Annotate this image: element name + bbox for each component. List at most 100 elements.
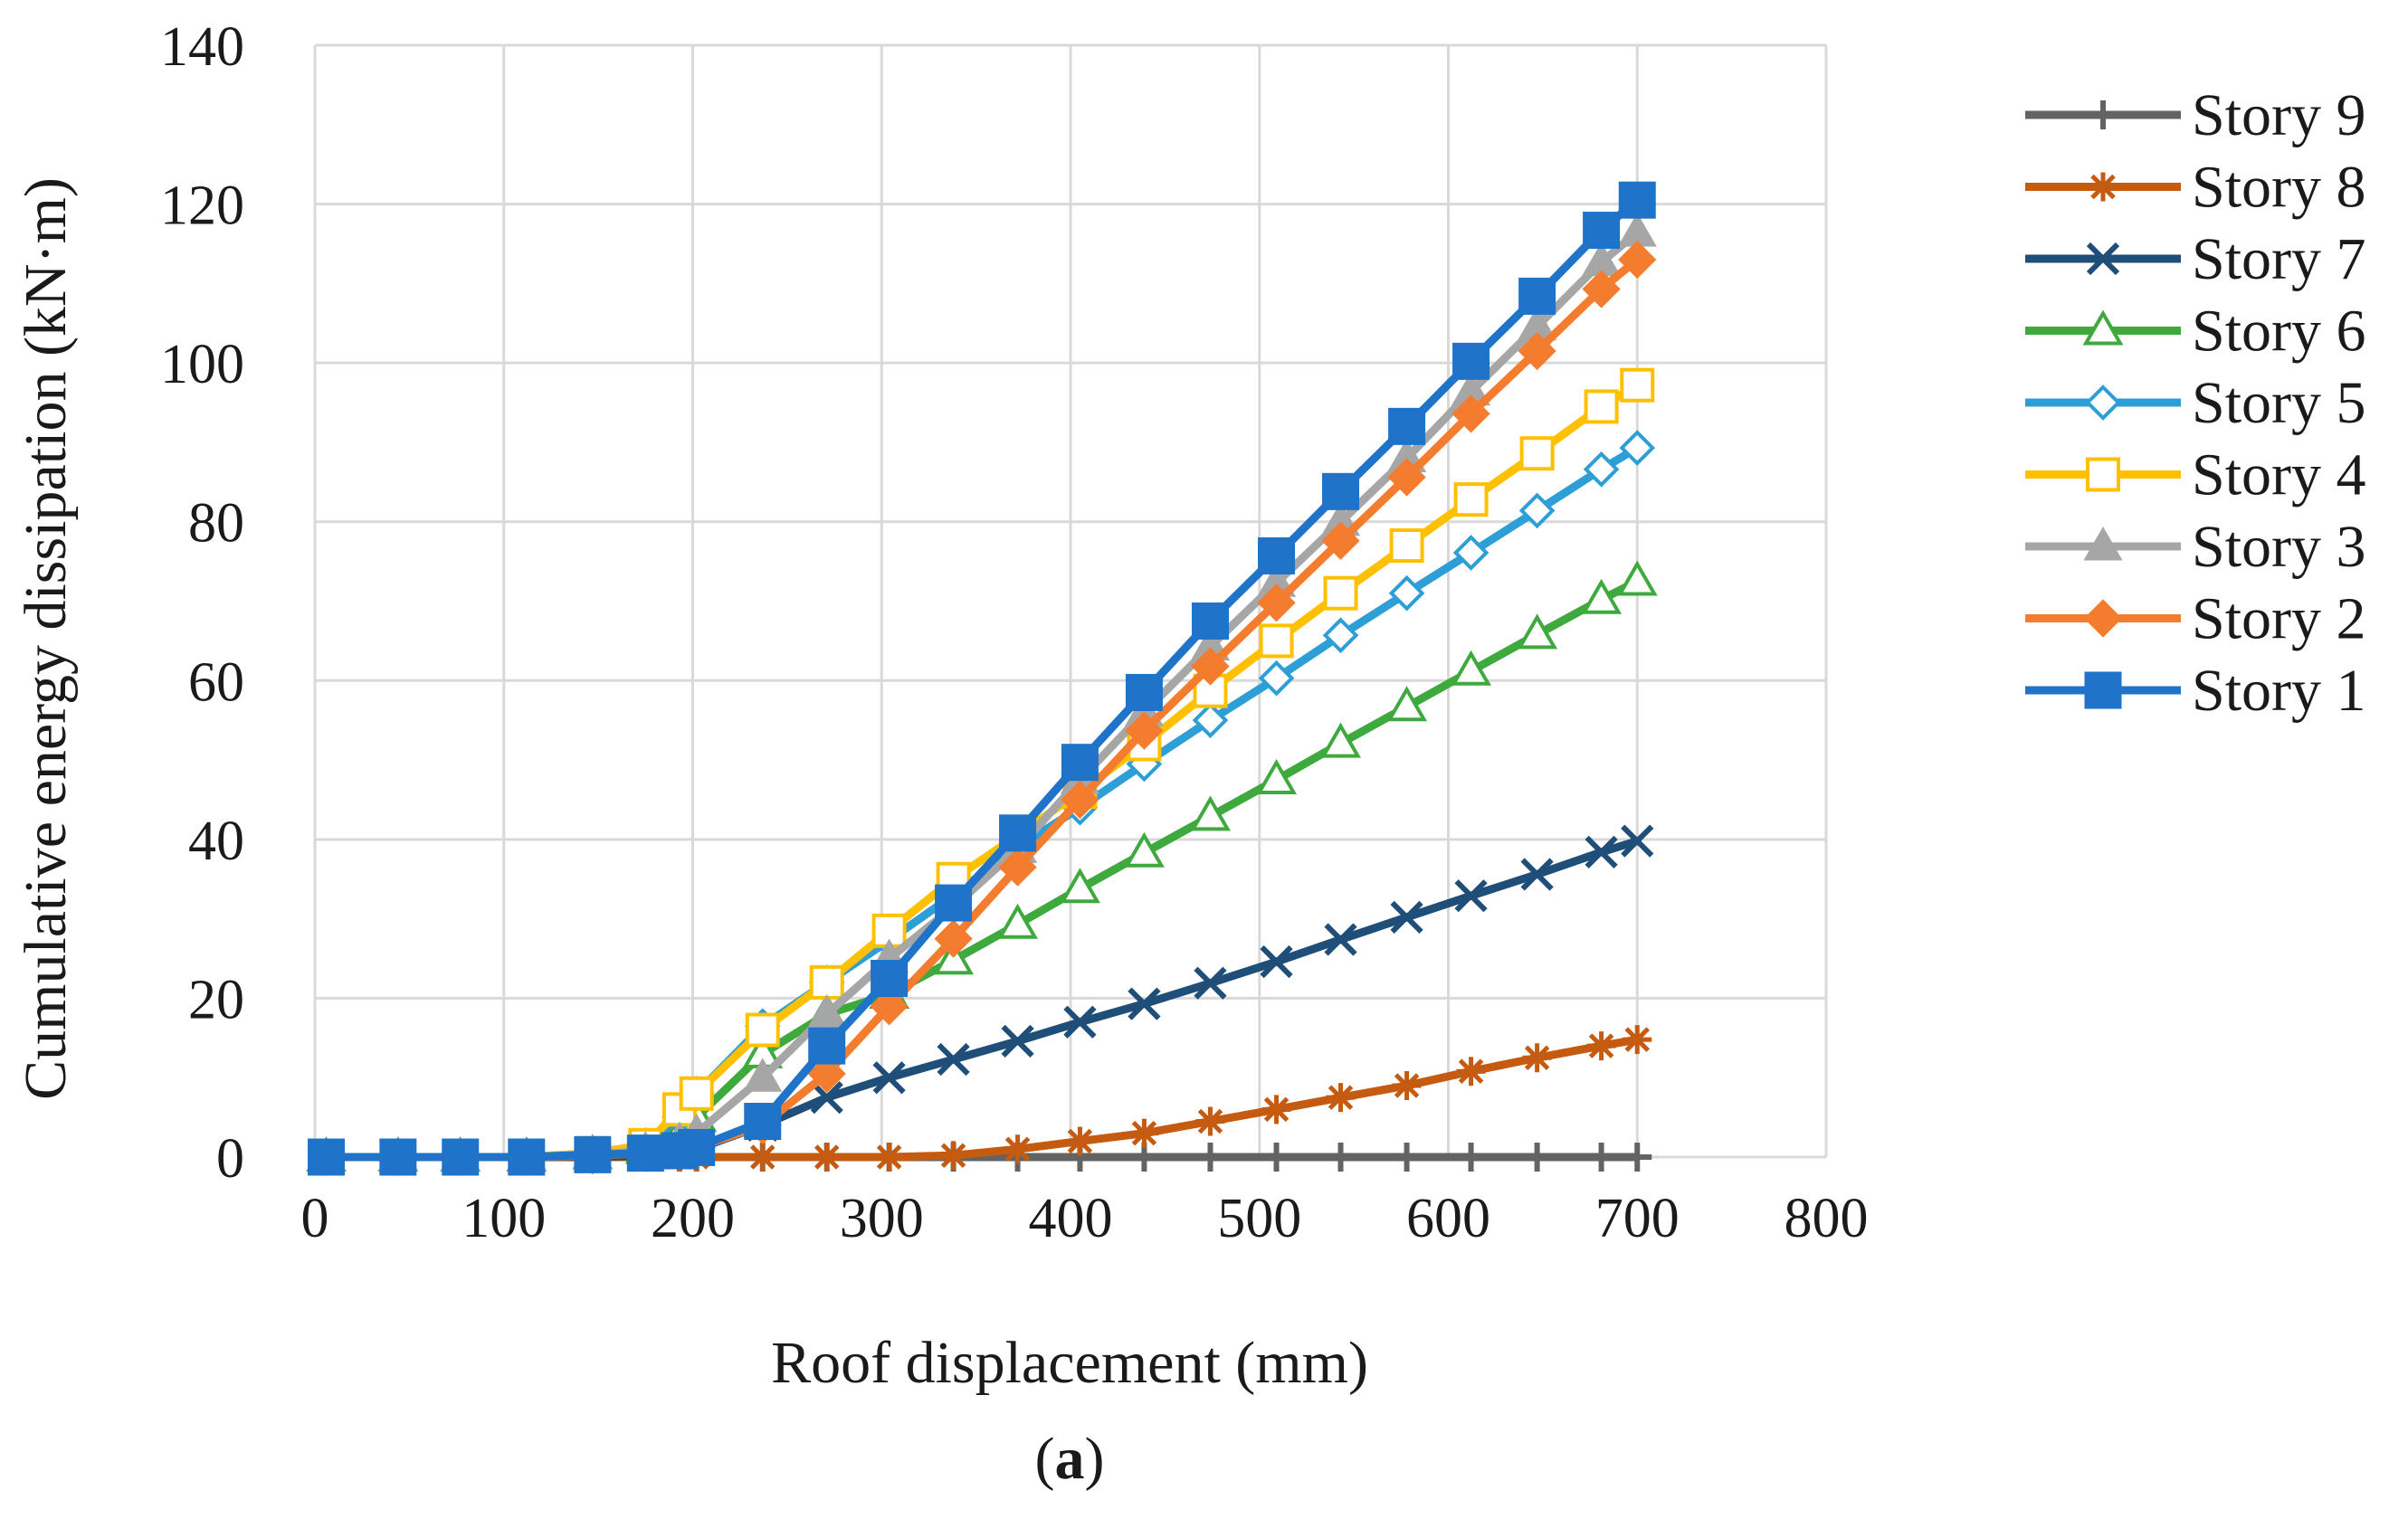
- legend-marker: [2089, 100, 2118, 129]
- data-point: [1519, 436, 1555, 471]
- data-point: [1320, 722, 1361, 758]
- data-point: [1326, 1083, 1356, 1113]
- data-point: [747, 1143, 777, 1172]
- y-tick-label: 0: [216, 1128, 244, 1190]
- legend-label: Story 2: [2192, 586, 2366, 652]
- legend-item: Story 4: [2025, 442, 2366, 508]
- data-point: [308, 1138, 346, 1176]
- data-point: [1389, 528, 1424, 564]
- data-point: [442, 1138, 480, 1176]
- data-point: [812, 1143, 842, 1172]
- data-point: [1387, 458, 1426, 497]
- data-point: [1065, 1126, 1095, 1156]
- data-point: [1125, 711, 1164, 750]
- series-story-5: [308, 430, 1656, 1175]
- axes: 0 100 200 300 400 500 600 700 800 0 20 40 60 80 100 120…: [160, 16, 1869, 1249]
- data-point: [574, 1135, 612, 1173]
- data-point: [1129, 1118, 1159, 1148]
- data-point: [1388, 574, 1425, 612]
- data-point: [1618, 181, 1656, 219]
- legend-marker: [2085, 384, 2121, 421]
- data-point: [872, 1061, 906, 1095]
- x-tick-label: 400: [1029, 1188, 1113, 1249]
- data-point: [1451, 394, 1490, 433]
- data-point: [744, 1102, 782, 1140]
- data-point: [1260, 944, 1293, 979]
- data-point: [1522, 1043, 1552, 1073]
- data-point: [745, 1012, 780, 1048]
- data-point: [1258, 536, 1296, 574]
- data-point: [1586, 1143, 1616, 1172]
- data-point: [1392, 1070, 1422, 1100]
- legend-label: Story 5: [2192, 370, 2366, 436]
- caption-open-paren: (: [1035, 1426, 1055, 1492]
- y-tick-label: 80: [188, 493, 244, 555]
- data-point: [1326, 1143, 1356, 1172]
- data-point: [1261, 1143, 1291, 1172]
- x-tick-label: 700: [1595, 1188, 1680, 1249]
- data-point: [1621, 824, 1654, 858]
- y-tick-label: 40: [188, 811, 244, 872]
- data-point: [1190, 795, 1231, 831]
- legend-label: Story 9: [2192, 82, 2366, 148]
- y-tick-label: 60: [188, 651, 244, 713]
- data-point: [1618, 240, 1657, 280]
- data-point: [1616, 560, 1658, 596]
- x-tick-label: 200: [651, 1188, 735, 1249]
- data-point: [1454, 879, 1488, 913]
- data-point: [379, 1138, 417, 1176]
- data-point: [1623, 1025, 1652, 1055]
- data-point: [937, 1042, 970, 1077]
- data-point: [1620, 367, 1655, 403]
- data-point: [508, 1138, 546, 1176]
- data-point: [1128, 987, 1161, 1020]
- data-point: [1321, 521, 1360, 560]
- x-tick-label: 800: [1785, 1188, 1869, 1249]
- data-point: [1390, 900, 1423, 935]
- series-line: [322, 228, 1642, 1162]
- data-point: [1392, 1143, 1422, 1172]
- data-point: [1256, 759, 1297, 795]
- data-point: [874, 1143, 904, 1172]
- data-point: [1623, 1143, 1652, 1172]
- data-point: [1195, 1143, 1225, 1172]
- data-point: [1585, 835, 1618, 869]
- legend-label: Story 4: [2192, 442, 2366, 508]
- data-point: [938, 1141, 968, 1171]
- data-point: [1518, 277, 1556, 315]
- caption-letter: a: [1055, 1426, 1085, 1492]
- data-point: [1451, 650, 1492, 686]
- legend-marker: [2086, 242, 2120, 276]
- data-point: [935, 884, 973, 922]
- data-point: [1195, 1106, 1225, 1136]
- data-point: [1583, 212, 1621, 250]
- series-story-1: [308, 181, 1656, 1176]
- data-point: [1518, 492, 1556, 529]
- data-point: [997, 903, 1039, 939]
- data-point: [1322, 472, 1360, 510]
- caption-close-paren: ): [1085, 1426, 1105, 1492]
- series-line: [322, 381, 1642, 1162]
- data-point: [871, 959, 909, 997]
- y-tick-label: 100: [160, 334, 244, 395]
- data-point: [1456, 1057, 1486, 1087]
- legend-marker: [2083, 599, 2123, 638]
- data-point: [1520, 858, 1554, 891]
- data-point: [1259, 623, 1294, 659]
- legend-label: Story 6: [2192, 299, 2366, 365]
- data-point: [1061, 744, 1099, 782]
- x-tick-label: 600: [1406, 1188, 1490, 1249]
- legend-marker: [2083, 526, 2123, 561]
- data-point: [1261, 1095, 1291, 1125]
- data-point: [1191, 647, 1230, 686]
- y-axis-title: Cumulative energy dissipation (kN·m): [13, 177, 79, 1100]
- data-point: [1517, 613, 1558, 650]
- data-point: [1258, 660, 1295, 697]
- data-point: [1586, 1031, 1616, 1061]
- data-point: [1522, 1143, 1552, 1172]
- y-tick-label: 140: [160, 16, 244, 78]
- data-point: [1061, 780, 1099, 820]
- data-point: [807, 1054, 846, 1093]
